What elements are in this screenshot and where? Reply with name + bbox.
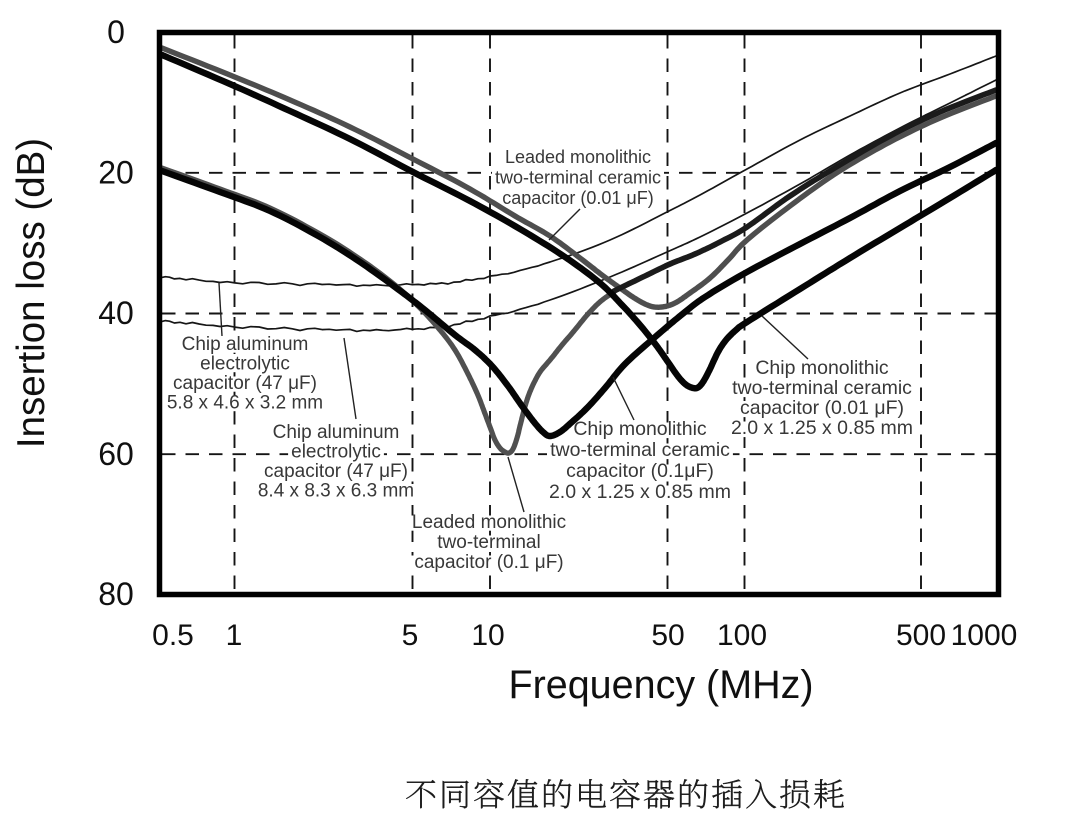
svg-text:20: 20 — [98, 155, 134, 191]
svg-text:Insertion loss (dB): Insertion loss (dB) — [10, 138, 53, 448]
svg-text:two-terminal: two-terminal — [437, 532, 540, 553]
svg-text:electrolytic: electrolytic — [200, 354, 290, 375]
svg-text:Chip aluminum: Chip aluminum — [182, 334, 309, 355]
svg-text:Chip monolithic: Chip monolithic — [573, 418, 707, 440]
svg-text:10: 10 — [471, 619, 504, 652]
svg-text:Frequency (MHz): Frequency (MHz) — [508, 663, 813, 707]
svg-text:two-terminal ceramic: two-terminal ceramic — [495, 168, 661, 188]
svg-text:capacitor (47 μF): capacitor (47 μF) — [264, 461, 408, 482]
svg-text:40: 40 — [98, 295, 134, 331]
svg-text:capacitor (0.1 μF): capacitor (0.1 μF) — [414, 552, 563, 573]
svg-text:1000: 1000 — [951, 619, 1018, 652]
svg-text:capacitor (0.1μF): capacitor (0.1μF) — [566, 460, 714, 482]
svg-text:two-terminal ceramic: two-terminal ceramic — [732, 377, 912, 399]
svg-text:2.0 x 1.25 x 0.85 mm: 2.0 x 1.25 x 0.85 mm — [549, 481, 731, 503]
svg-text:0.5: 0.5 — [152, 619, 194, 652]
svg-text:Leaded monolithic: Leaded monolithic — [412, 512, 566, 533]
svg-text:60: 60 — [98, 436, 134, 472]
svg-text:2.0 x 1.25 x 0.85 mm: 2.0 x 1.25 x 0.85 mm — [731, 417, 913, 439]
svg-text:5.8 x 4.6 x 3.2 mm: 5.8 x 4.6 x 3.2 mm — [167, 393, 323, 414]
svg-text:capacitor (47 μF): capacitor (47 μF) — [173, 373, 317, 394]
svg-text:capacitor (0.01 μF): capacitor (0.01 μF) — [502, 188, 653, 208]
svg-text:100: 100 — [717, 619, 767, 652]
svg-text:0: 0 — [107, 14, 125, 50]
svg-text:electrolytic: electrolytic — [291, 442, 381, 463]
svg-text:Leaded monolithic: Leaded monolithic — [505, 147, 651, 167]
svg-text:capacitor (0.01 μF): capacitor (0.01 μF) — [740, 397, 904, 419]
svg-text:50: 50 — [651, 619, 684, 652]
svg-text:Chip aluminum: Chip aluminum — [273, 422, 400, 443]
svg-text:8.4 x 8.3 x 6.3 mm: 8.4 x 8.3 x 6.3 mm — [258, 481, 414, 502]
svg-text:1: 1 — [226, 619, 243, 652]
svg-text:500: 500 — [896, 619, 946, 652]
svg-text:Chip monolithic: Chip monolithic — [755, 357, 889, 379]
svg-text:5: 5 — [402, 619, 419, 652]
svg-text:two-terminal ceramic: two-terminal ceramic — [550, 439, 730, 461]
svg-text:80: 80 — [98, 576, 134, 612]
